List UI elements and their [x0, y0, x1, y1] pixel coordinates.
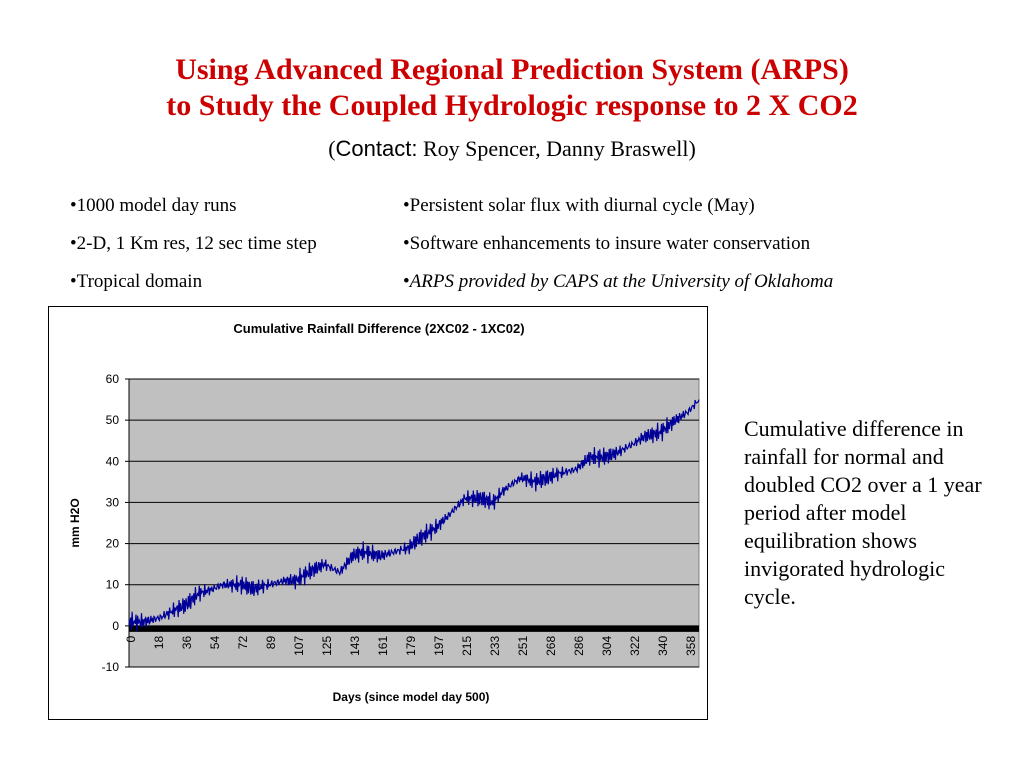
x-tick-label: 268	[544, 636, 558, 656]
y-axis-label: mm H2O	[68, 498, 82, 547]
rainfall-chart: Cumulative Rainfall Difference (2XC02 - …	[68, 321, 700, 704]
chart-caption: Cumulative difference in rainfall for no…	[744, 416, 982, 609]
x-tick-label: 72	[236, 636, 250, 650]
x-tick-label: 233	[488, 636, 502, 656]
contact-label: Contact:	[335, 136, 418, 161]
series-line	[128, 399, 700, 632]
bullet-right-1: •Persistent solar flux with diurnal cycl…	[403, 195, 755, 216]
y-tick-label: -10	[102, 660, 120, 674]
x-tick-label: 143	[348, 636, 362, 656]
bullet-left-3: •Tropical domain	[70, 271, 203, 292]
x-tick-label: 322	[628, 636, 642, 656]
x-tick-label: 89	[264, 636, 278, 650]
bullet-right-3-text: ARPS provided by CAPS at the University …	[409, 271, 834, 292]
x-tick-label: 340	[656, 636, 670, 656]
contact-names: Roy Spencer, Danny Braswell)	[417, 136, 696, 161]
chart-title: Cumulative Rainfall Difference (2XC02 - …	[233, 321, 524, 336]
x-tick-label: 358	[684, 636, 698, 656]
y-tick-label: 0	[112, 619, 119, 633]
y-tick-label: 20	[106, 537, 120, 551]
title-line-2: to Study the Coupled Hydrologic response…	[166, 89, 858, 122]
x-tick-label: 54	[208, 636, 222, 650]
bullet-left-1: •1000 model day runs	[70, 195, 237, 216]
x-tick-label: 161	[376, 636, 390, 656]
contact-line: (Contact: Roy Spencer, Danny Braswell)	[0, 135, 1024, 163]
x-tick-label: 107	[292, 636, 306, 656]
title-line-1: Using Advanced Regional Prediction Syste…	[175, 53, 849, 86]
y-tick-label: 40	[106, 454, 120, 468]
plot-area	[128, 378, 700, 668]
y-tick-label: 30	[106, 495, 120, 509]
bullet-list-right: •Persistent solar flux with diurnal cycl…	[403, 187, 833, 301]
x-tick-label: 18	[152, 636, 166, 650]
x-tick-label: 179	[404, 636, 418, 656]
chart-frame: Cumulative Rainfall Difference (2XC02 - …	[48, 306, 708, 720]
x-tick-label: 36	[180, 636, 194, 650]
y-tick-label: 50	[106, 413, 120, 427]
y-tick-label: 60	[106, 372, 120, 386]
x-tick-label: 215	[460, 636, 474, 656]
slide-title: Using Advanced Regional Prediction Syste…	[0, 52, 1024, 124]
bullet-left-2: •2-D, 1 Km res, 12 sec time step	[70, 233, 317, 254]
x-tick-label: 251	[516, 636, 530, 656]
x-tick-label: 0	[124, 636, 138, 643]
y-tick-label: 10	[106, 578, 120, 592]
x-tick-label: 197	[432, 636, 446, 656]
contact-open: (	[328, 136, 336, 161]
bullet-right-3-dot: •	[403, 271, 410, 292]
bullet-list-left: •1000 model day runs •2-D, 1 Km res, 12 …	[70, 187, 317, 301]
bullet-right-2: •Software enhancements to insure water c…	[403, 233, 811, 254]
x-tick-label: 286	[572, 636, 586, 656]
x-tick-label: 304	[600, 636, 614, 656]
bullet-right-3: •ARPS provided by CAPS at the University…	[403, 263, 833, 301]
x-axis-label: Days (since model day 500)	[333, 690, 490, 704]
x-axis-band	[129, 625, 699, 632]
x-tick-label: 125	[320, 636, 334, 656]
